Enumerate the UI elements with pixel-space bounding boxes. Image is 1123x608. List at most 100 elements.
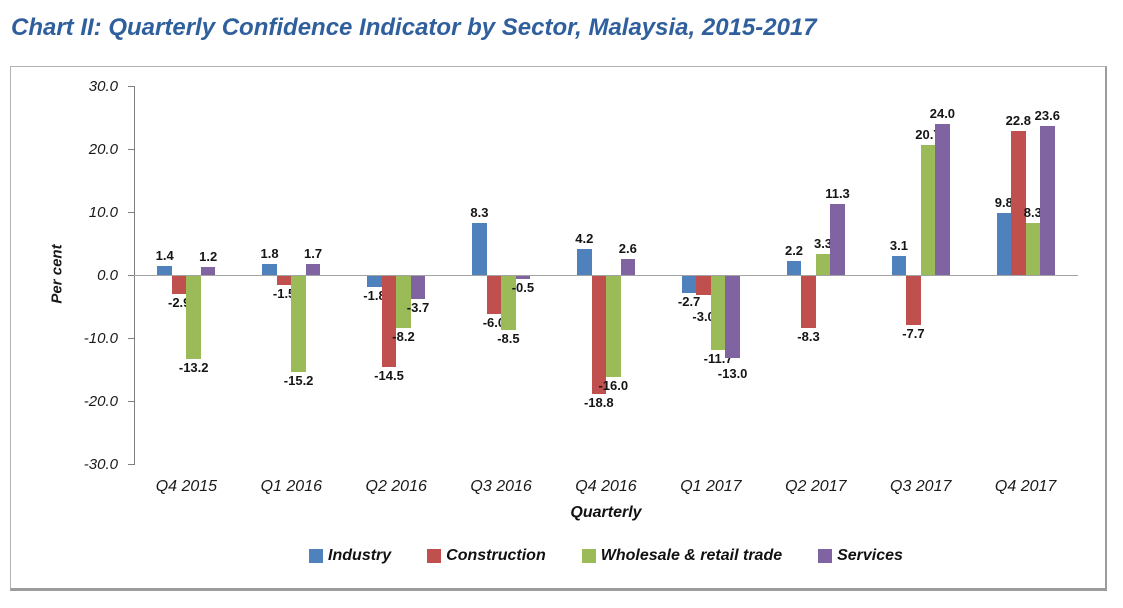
y-tick-mark [128, 464, 134, 465]
y-tick-mark [128, 401, 134, 402]
bar-services-5 [725, 276, 740, 358]
x-category-label: Q3 2016 [470, 478, 532, 495]
bar-wholesale-retail-trade-5 [710, 276, 726, 350]
bar-industry-0 [157, 266, 172, 275]
bar-services-1 [305, 264, 321, 275]
bar-label: -15.2 [283, 372, 314, 388]
bar-services-7 [935, 123, 950, 275]
legend-swatch-icon [427, 549, 442, 563]
legend-label: Construction [446, 547, 546, 564]
bar-wholesale-retail-trade-6 [815, 254, 831, 275]
bar-label: 11.3 [825, 185, 850, 201]
bar-label: 2.6 [618, 240, 637, 256]
bar-label: 24.0 [929, 105, 956, 121]
bar-label: -11.7 [703, 350, 733, 366]
bar-wholesale-retail-trade-8 [1025, 222, 1041, 275]
legend-item-construction: Construction [427, 547, 546, 565]
bar-label: -13.2 [178, 360, 209, 376]
legend-label: Services [837, 547, 903, 564]
bar-label: -3.0 [692, 309, 715, 324]
bar-construction-5 [696, 276, 711, 295]
bar-label: 1.7 [304, 246, 323, 262]
bar-label: 1.8 [260, 245, 279, 261]
bar-label: 8.3 [1023, 204, 1042, 220]
y-tick-label: -20.0 [83, 393, 118, 410]
bar-label: -1.5 [272, 286, 296, 302]
legend-item-services: Services [818, 547, 903, 565]
legend-item-wholesale-retail-trade: Wholesale & retail trade [581, 547, 783, 565]
legend-swatch-icon [309, 549, 324, 563]
legend-swatch-icon [818, 549, 833, 563]
bar-wholesale-retail-trade-3 [501, 276, 516, 330]
bar-label: -8.3 [797, 329, 820, 345]
bar-label: -8.2 [392, 328, 415, 344]
bar-industry-5 [681, 276, 697, 293]
bar-label: 3.3 [813, 236, 833, 252]
chart-title: Chart II: Quarterly Confidence Indicator… [11, 14, 817, 41]
zero-line [134, 275, 1078, 276]
bar-construction-3 [486, 276, 502, 314]
bar-wholesale-retail-trade-0 [186, 276, 201, 360]
bar-wholesale-retail-trade-2 [396, 276, 411, 328]
bar-label: 3.1 [889, 237, 908, 253]
bar-label: 1.2 [199, 249, 218, 265]
bar-label: -8.5 [497, 330, 520, 346]
bar-label: 4.2 [575, 230, 594, 246]
bar-industry-2 [367, 276, 382, 288]
bar-services-2 [410, 276, 426, 300]
legend: Industry Construction Wholesale & retail t… [134, 547, 1078, 565]
bar-construction-4 [591, 276, 606, 395]
y-tick-mark [128, 86, 134, 87]
legend-item-industry: Industry [309, 547, 391, 565]
x-category-label: Q4 2017 [994, 478, 1057, 495]
bar-services-4 [620, 258, 635, 275]
bar-label: -2.7 [677, 294, 701, 309]
bar-construction-8 [1011, 131, 1026, 275]
bar-construction-6 [801, 276, 816, 329]
bar-industry-6 [786, 261, 802, 275]
bar-label: 20.7 [915, 126, 941, 142]
y-tick-label: 0.0 [97, 267, 118, 284]
bar-label: 2.2 [784, 243, 804, 259]
x-category-label: Q2 2017 [785, 478, 847, 495]
bar-label: -18.8 [583, 395, 614, 411]
bar-label: -6.0 [482, 314, 506, 330]
bar-construction-1 [276, 276, 292, 286]
bar-construction-0 [171, 276, 187, 295]
bar-label: -3.7 [406, 300, 430, 316]
legend-swatch-icon [581, 549, 596, 563]
bar-services-8 [1040, 126, 1055, 275]
legend-label: Industry [328, 547, 392, 564]
x-category-label: Q3 2017 [889, 478, 952, 495]
bar-label: -7.7 [902, 325, 925, 341]
bar-label: -2.9 [167, 295, 191, 311]
bar-construction-7 [906, 276, 921, 325]
bar-industry-8 [996, 213, 1012, 275]
y-tick-label: -30.0 [83, 456, 118, 473]
bar-label: -16.0 [598, 377, 629, 393]
bar-industry-3 [472, 222, 487, 275]
bar-label: -0.5 [511, 280, 535, 296]
y-tick-mark [128, 212, 134, 213]
bar-industry-7 [891, 255, 907, 275]
y-tick-mark [128, 275, 134, 276]
bar-industry-4 [577, 248, 592, 275]
bar-label: -1.8 [363, 288, 386, 304]
y-tick-mark [128, 149, 134, 150]
bar-construction-2 [381, 276, 397, 368]
x-axis-title: Quarterly [570, 504, 642, 521]
y-tick-label: 20.0 [88, 141, 118, 158]
y-tick-label: 30.0 [88, 78, 118, 95]
chart-container: Per cent 30.0 20.0 10.0 0.0 -10.0 -20.0 -30.0 1… [10, 66, 1107, 591]
x-category-label: Q1 2017 [680, 478, 742, 495]
bar-wholesale-retail-trade-4 [606, 276, 621, 377]
y-tick-label: 10.0 [88, 204, 118, 221]
bar-label: 8.3 [470, 204, 489, 220]
bar-industry-1 [262, 263, 277, 275]
x-category-label: Q2 2016 [365, 478, 427, 495]
bar-label: 22.8 [1005, 113, 1031, 129]
bar-wholesale-retail-trade-1 [291, 276, 306, 372]
bar-services-6 [830, 203, 845, 275]
legend-label: Wholesale & retail trade [600, 547, 783, 564]
